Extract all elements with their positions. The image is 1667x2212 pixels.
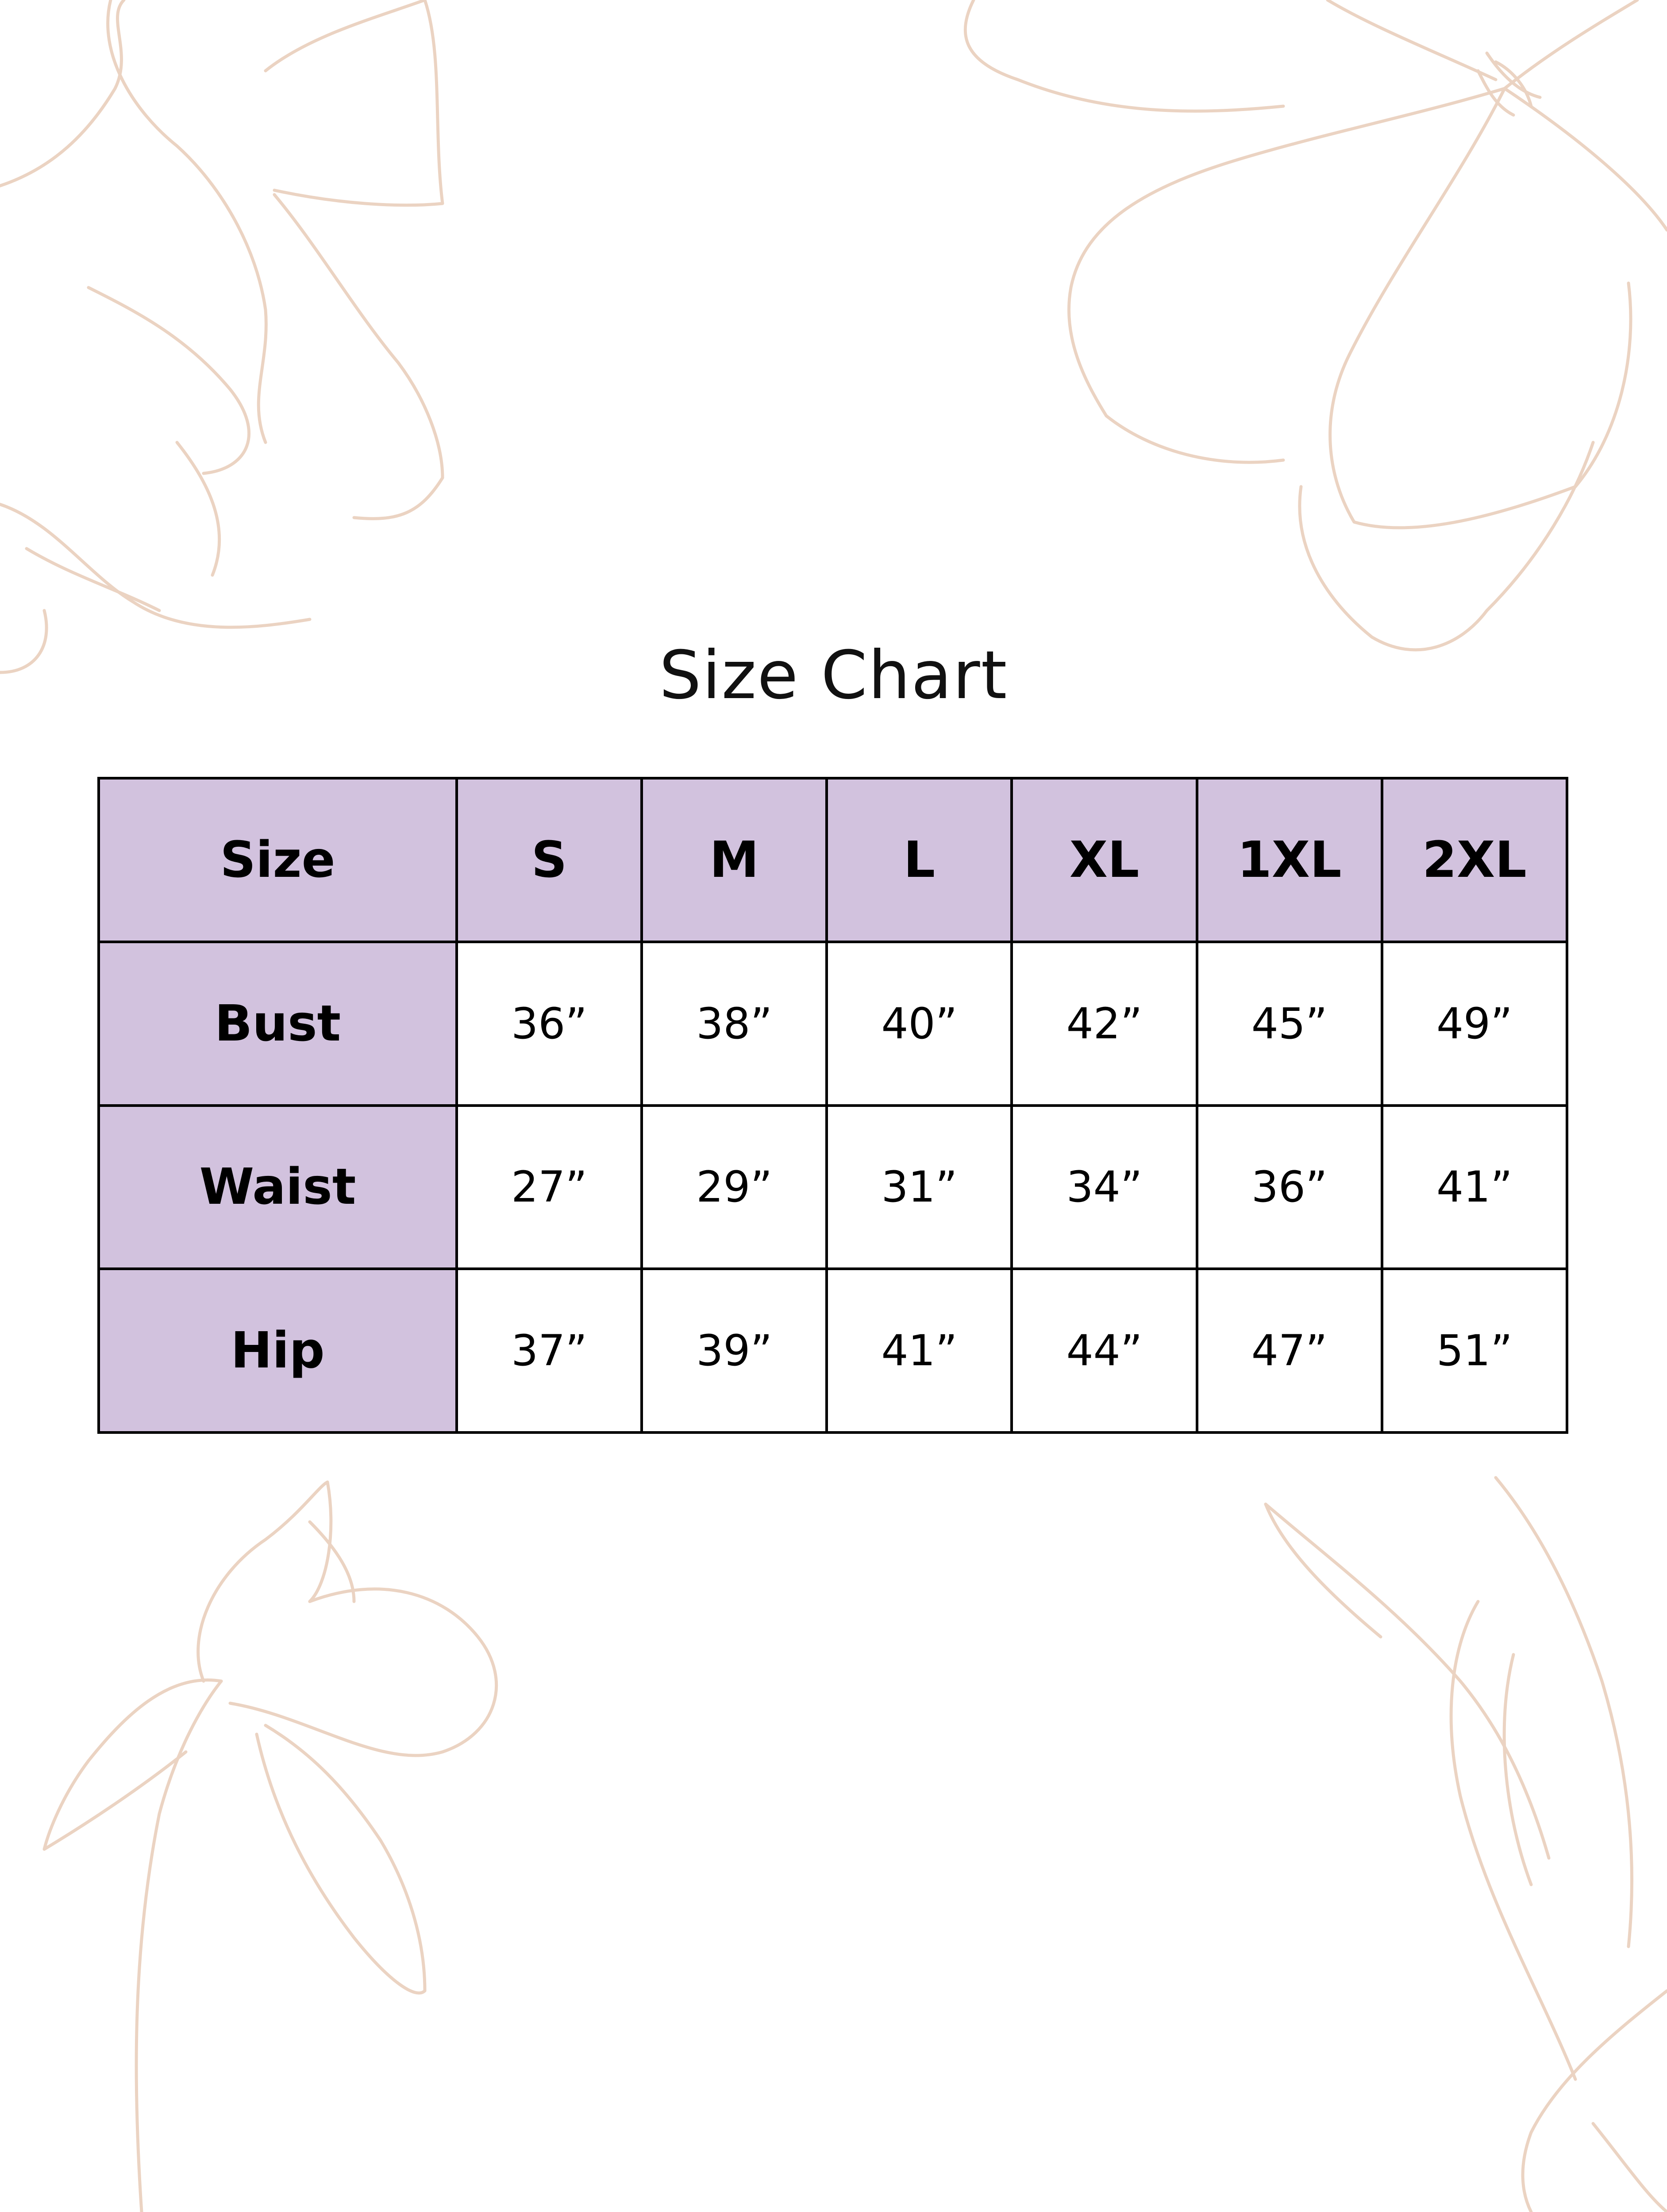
table-cell: 36” — [455, 940, 643, 1107]
table-cell: 37” — [455, 1267, 643, 1434]
size-chart-table: Size S M L XL 1XL 2XL Bust 36” 38” 40” 4… — [97, 777, 1569, 1434]
flower-bottom-right — [1264, 1476, 1667, 2212]
header-s: S — [455, 777, 643, 943]
header-2xl: 2XL — [1380, 777, 1569, 943]
table-cell: 40” — [825, 940, 1013, 1107]
table-cell: 41” — [1380, 1104, 1569, 1271]
table-row-waist: Waist 27” 29” 31” 34” 36” 41” — [97, 1104, 1569, 1271]
header-size: Size — [97, 777, 458, 943]
table-cell: 42” — [1010, 940, 1198, 1107]
table-row-hip: Hip 37” 39” 41” 44” 47” 51” — [97, 1267, 1569, 1434]
flower-bottom-left — [42, 1480, 498, 2212]
table-cell: 27” — [455, 1104, 643, 1271]
table-cell: 49” — [1380, 940, 1569, 1107]
table-cell: 31” — [825, 1104, 1013, 1271]
table-cell: 51” — [1380, 1267, 1569, 1434]
table-cell: 41” — [825, 1267, 1013, 1434]
table-cell: 29” — [640, 1104, 828, 1271]
table-cell: 45” — [1195, 940, 1383, 1107]
row-label-waist: Waist — [97, 1104, 458, 1271]
row-label-bust: Bust — [97, 940, 458, 1107]
table-cell: 34” — [1010, 1104, 1198, 1271]
table-cell: 39” — [640, 1267, 828, 1434]
flower-top-right — [963, 0, 1667, 652]
table-row-bust: Bust 36” 38” 40” 42” 45” 49” — [97, 940, 1569, 1107]
flower-top-left — [0, 0, 444, 674]
header-m: M — [640, 777, 828, 943]
header-l: L — [825, 777, 1013, 943]
table-cell: 36” — [1195, 1104, 1383, 1271]
table-cell: 47” — [1195, 1267, 1383, 1434]
header-xl: XL — [1010, 777, 1198, 943]
row-label-hip: Hip — [97, 1267, 458, 1434]
page-title: Size Chart — [659, 637, 1008, 714]
table-cell: 38” — [640, 940, 828, 1107]
header-1xl: 1XL — [1195, 777, 1383, 943]
table-header-row: Size S M L XL 1XL 2XL — [97, 777, 1569, 943]
table-cell: 44” — [1010, 1267, 1198, 1434]
